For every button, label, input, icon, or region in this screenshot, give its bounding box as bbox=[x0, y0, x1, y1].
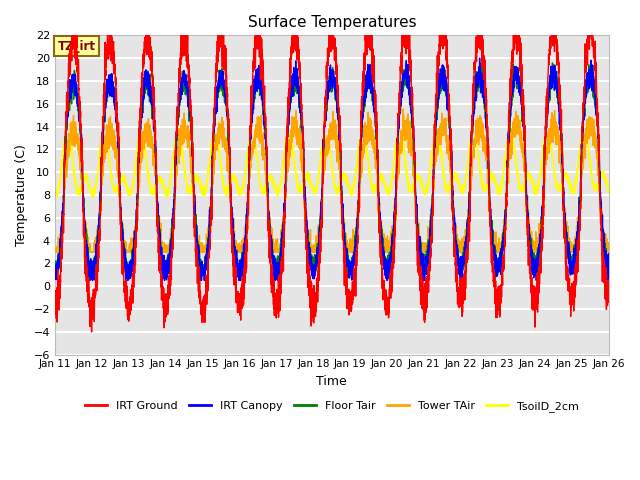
IRT Canopy bbox=[605, 251, 612, 256]
IRT Canopy bbox=[604, 277, 612, 283]
Tower TAir bbox=[51, 249, 59, 255]
Line: IRT Ground: IRT Ground bbox=[55, 1, 609, 332]
TsoilD_2cm bbox=[51, 189, 59, 194]
IRT Ground bbox=[605, 277, 612, 283]
Floor Tair bbox=[488, 232, 495, 238]
Y-axis label: Temperature (C): Temperature (C) bbox=[15, 144, 28, 246]
X-axis label: Time: Time bbox=[316, 375, 348, 388]
TsoilD_2cm bbox=[312, 186, 319, 192]
IRT Ground bbox=[456, 288, 464, 294]
IRT Ground bbox=[51, 308, 59, 314]
Tower TAir bbox=[456, 249, 464, 255]
IRT Ground bbox=[150, 104, 158, 110]
Line: Floor Tair: Floor Tair bbox=[55, 63, 609, 275]
Floor Tair bbox=[604, 272, 612, 277]
Legend: IRT Ground, IRT Canopy, Floor Tair, Tower TAir, TsoilD_2cm: IRT Ground, IRT Canopy, Floor Tair, Towe… bbox=[81, 396, 583, 416]
IRT Ground bbox=[88, 329, 95, 335]
Tower TAir bbox=[399, 107, 407, 112]
Tower TAir bbox=[426, 244, 433, 250]
TsoilD_2cm bbox=[61, 135, 69, 141]
Floor Tair bbox=[456, 258, 464, 264]
Tower TAir bbox=[150, 149, 158, 155]
IRT Ground bbox=[588, 0, 596, 4]
IRT Ground bbox=[312, 305, 319, 311]
TsoilD_2cm bbox=[426, 171, 433, 177]
IRT Canopy bbox=[150, 126, 158, 132]
TsoilD_2cm bbox=[456, 188, 464, 193]
Floor Tair bbox=[51, 272, 59, 277]
Line: IRT Canopy: IRT Canopy bbox=[55, 58, 609, 280]
TsoilD_2cm bbox=[488, 168, 495, 174]
TsoilD_2cm bbox=[604, 188, 612, 193]
IRT Ground bbox=[426, 277, 433, 283]
Tower TAir bbox=[604, 240, 612, 245]
IRT Canopy bbox=[456, 261, 464, 267]
IRT Canopy bbox=[312, 267, 319, 273]
Line: TsoilD_2cm: TsoilD_2cm bbox=[55, 138, 609, 197]
IRT Canopy bbox=[51, 265, 59, 271]
Text: TZ_irt: TZ_irt bbox=[58, 40, 96, 53]
IRT Canopy bbox=[426, 248, 433, 253]
Title: Surface Temperatures: Surface Temperatures bbox=[248, 15, 416, 30]
IRT Canopy bbox=[86, 277, 94, 283]
Floor Tair bbox=[548, 60, 556, 66]
Line: Tower TAir: Tower TAir bbox=[55, 109, 609, 252]
IRT Canopy bbox=[488, 232, 495, 238]
Floor Tair bbox=[150, 123, 158, 129]
Floor Tair bbox=[426, 242, 433, 248]
Floor Tair bbox=[51, 267, 59, 273]
Tower TAir bbox=[311, 249, 319, 255]
TsoilD_2cm bbox=[151, 184, 159, 190]
IRT Canopy bbox=[476, 55, 483, 61]
Tower TAir bbox=[488, 218, 495, 224]
IRT Ground bbox=[488, 260, 495, 266]
Floor Tair bbox=[312, 265, 319, 271]
IRT Ground bbox=[604, 284, 612, 290]
Floor Tair bbox=[605, 272, 612, 277]
TsoilD_2cm bbox=[605, 185, 612, 191]
TsoilD_2cm bbox=[53, 194, 61, 200]
Tower TAir bbox=[605, 249, 612, 255]
